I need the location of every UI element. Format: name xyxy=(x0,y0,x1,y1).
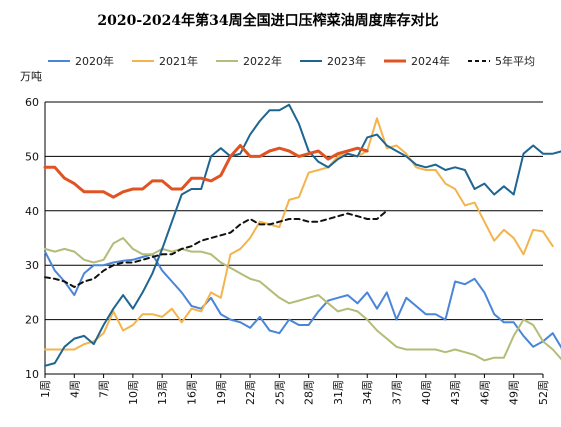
y-tick-label: 50 xyxy=(25,150,39,163)
legend-label-3: 2023年 xyxy=(327,54,366,68)
legend: 2020年 2021年 2022年 2023年 2024年 5年平均 xyxy=(48,54,535,68)
x-tick-labels: 1周 4周 7周 10周 13周 16周 19周 22周 25周 28周 31周 34周 37周 40周 4… xyxy=(39,374,550,405)
y-tick-label: 10 xyxy=(25,368,39,381)
x-tick-label: 40周 xyxy=(420,380,433,405)
x-tick-label: 37周 xyxy=(391,380,404,405)
x-tick-label: 43周 xyxy=(449,380,462,405)
axes xyxy=(44,102,543,375)
chart-title: 2020-2024年第34周全国进口压榨菜油周度库存对比 xyxy=(97,12,438,29)
y-tick-label: 20 xyxy=(25,314,39,327)
x-tick-label: 13周 xyxy=(156,380,169,405)
x-tick-label: 25周 xyxy=(273,380,286,405)
x-tick-label: 22周 xyxy=(244,380,257,405)
x-tick-label: 28周 xyxy=(303,380,316,405)
y-tick-labels: 10 20 30 40 50 60 xyxy=(25,96,39,381)
series-line-4 xyxy=(43,144,369,199)
y-axis-unit: 万吨 xyxy=(20,70,42,83)
y-tick-label: 30 xyxy=(25,259,39,272)
x-tick-label: 10周 xyxy=(127,380,140,405)
legend-label-5: 5年平均 xyxy=(495,54,535,68)
y-tick-label: 60 xyxy=(25,96,39,109)
y-tick-label: 40 xyxy=(25,205,39,218)
series-line-5 xyxy=(44,209,388,288)
legend-label-1: 2021年 xyxy=(159,54,198,68)
x-tick-label: 31周 xyxy=(332,380,345,405)
x-tick-label: 19周 xyxy=(215,380,228,405)
series-lines xyxy=(43,103,561,367)
x-tick-label: 52周 xyxy=(537,380,550,405)
x-tick-label: 34周 xyxy=(361,380,374,405)
legend-label-0: 2020年 xyxy=(75,54,114,68)
grid xyxy=(45,101,543,321)
x-tick-label: 46周 xyxy=(478,380,491,405)
x-tick-label: 7周 xyxy=(98,380,111,398)
x-tick-label: 1周 xyxy=(39,380,52,398)
series-line-3 xyxy=(44,103,561,367)
legend-label-4: 2024年 xyxy=(411,54,450,68)
series-line-0 xyxy=(44,250,561,349)
series-line-1 xyxy=(44,117,554,351)
x-tick-label: 16周 xyxy=(185,380,198,405)
legend-label-2: 2022年 xyxy=(243,54,282,68)
x-tick-label: 49周 xyxy=(508,380,521,405)
x-tick-label: 4周 xyxy=(68,380,81,398)
series-line-2 xyxy=(44,237,561,362)
